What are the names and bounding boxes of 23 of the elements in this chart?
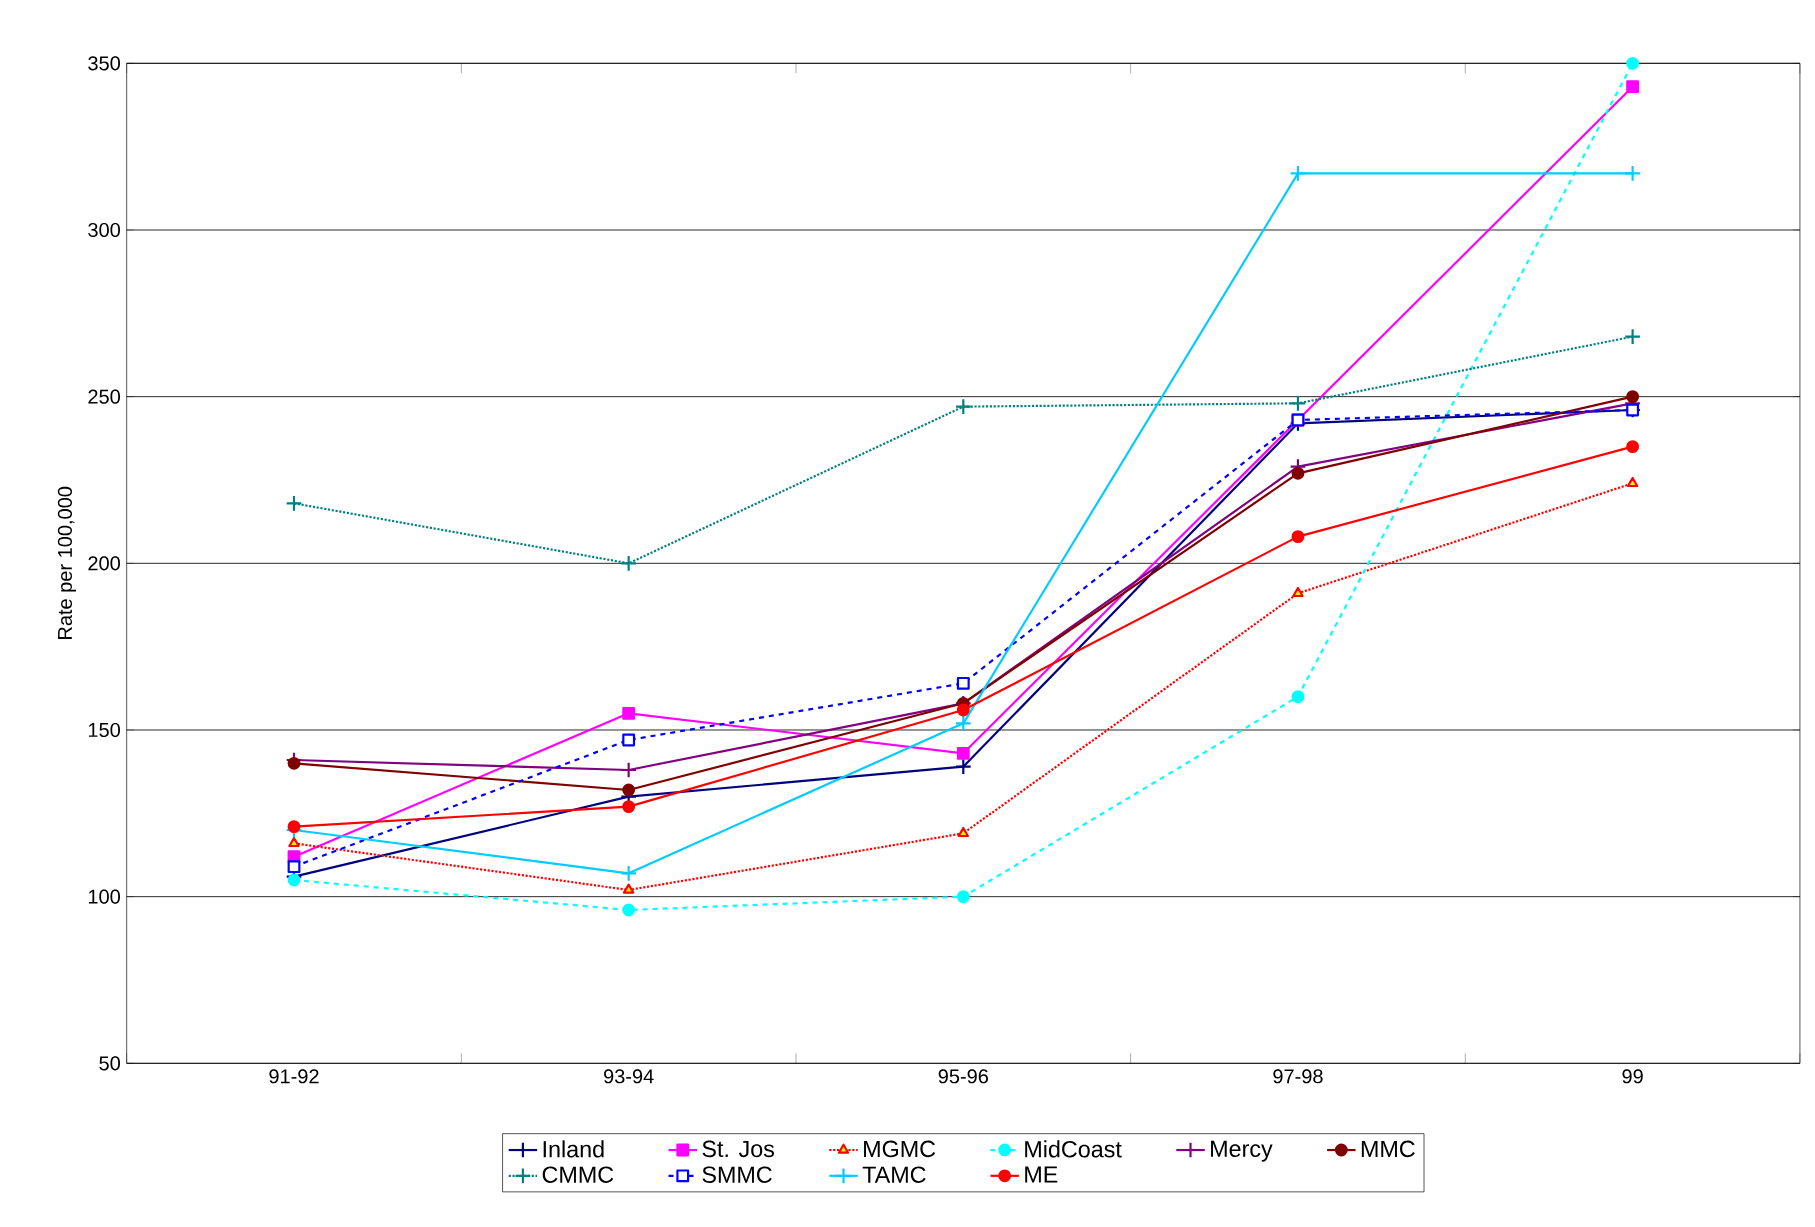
legend-label: MMC [1361,1140,1415,1158]
y-tick-label: 50 [99,1056,121,1071]
y-tick-label: 200 [88,556,121,571]
y-tick-label: 300 [88,223,121,238]
legend-label: CMMC [542,1166,614,1184]
y-tick-label: 150 [88,723,121,738]
legend-label: Mercy [1211,1140,1273,1162]
x-tick-label: 97-98 [1273,1069,1323,1084]
x-tick-label: 91-92 [269,1069,319,1084]
y-tick-label: 100 [88,889,121,904]
x-tick-label: 93-94 [604,1069,654,1084]
legend-label: TAMC [862,1166,926,1184]
y-axis-title: Rate per 100,000 [57,487,76,640]
y-tick-label: 350 [88,56,121,71]
legend-label: MGMC [864,1140,936,1158]
legend-label: MidCoast [1025,1140,1122,1158]
x-tick-label: 95-96 [938,1069,988,1084]
legend-label: SMMC [702,1166,772,1184]
legend-label: ME [1025,1166,1058,1183]
legend-label: Inland [543,1140,604,1158]
y-tick-label: 250 [88,389,121,404]
legend-label: St. Jos [702,1140,775,1158]
x-tick-label: 99 [1622,1069,1643,1084]
